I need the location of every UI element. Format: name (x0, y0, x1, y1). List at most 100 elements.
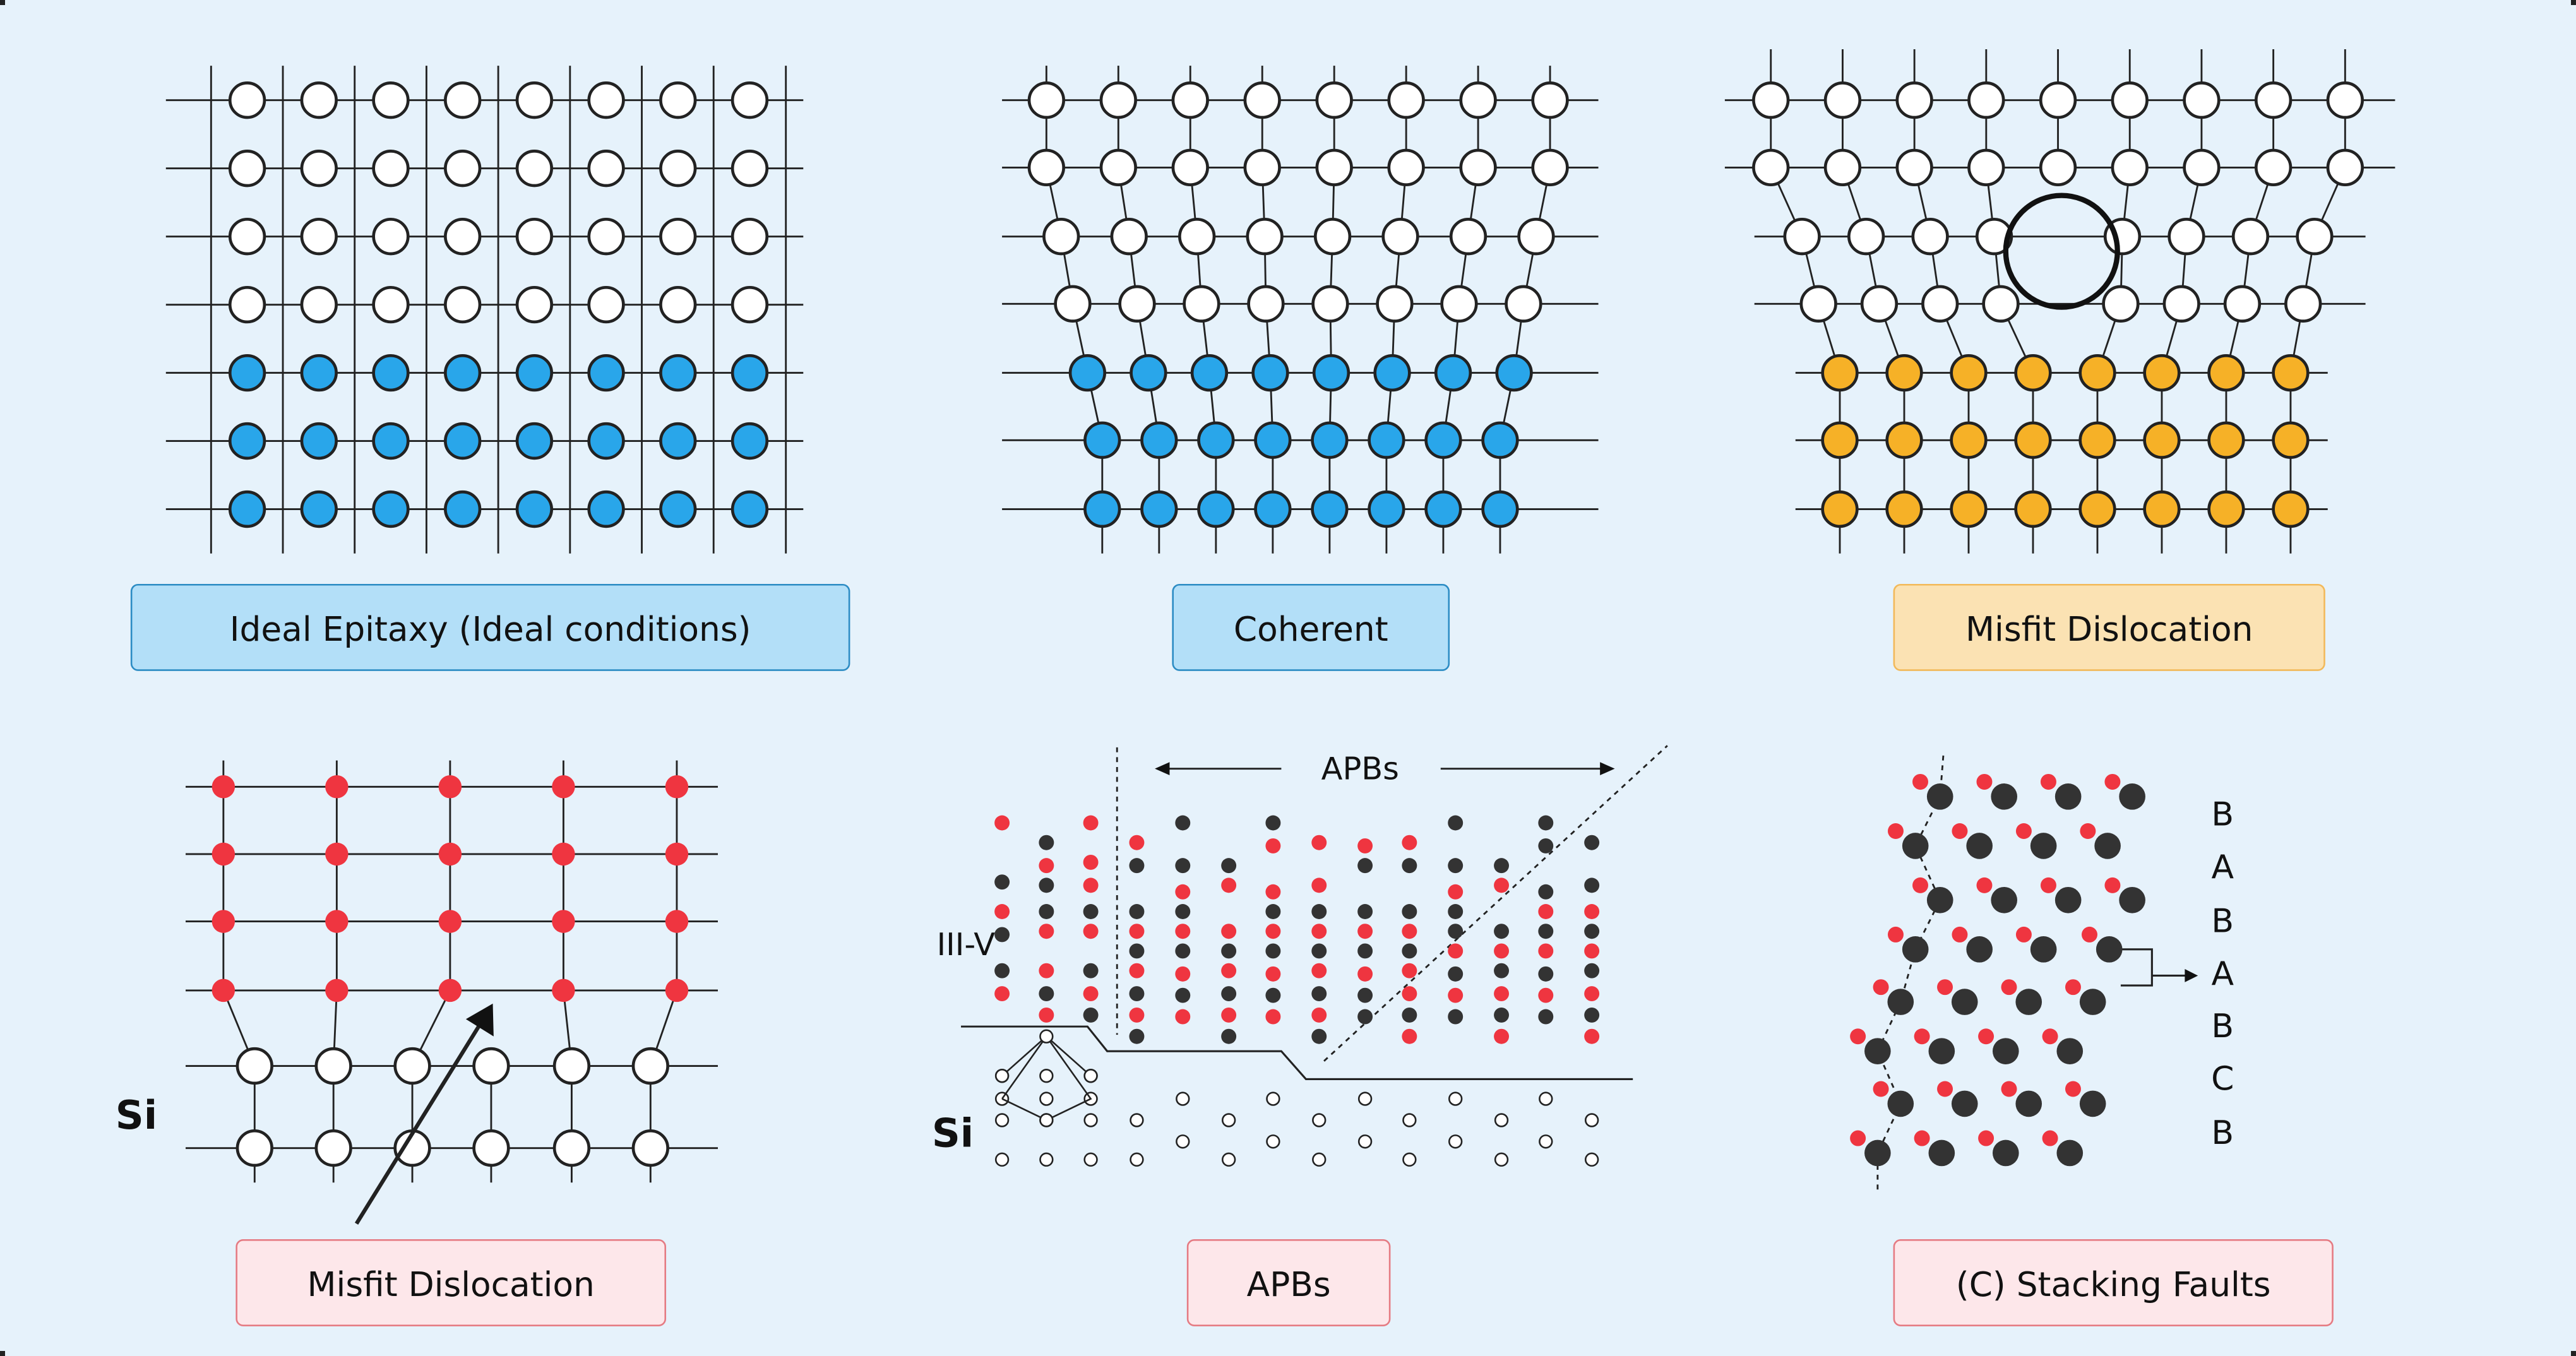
film-atom (1459, 81, 1497, 119)
group-v-atom (1584, 924, 1600, 939)
film-atom (1027, 148, 1066, 187)
si-atom (472, 1047, 510, 1085)
si-small-atom (1221, 1152, 1236, 1167)
film-atom (372, 285, 410, 324)
film-atom (444, 150, 482, 187)
si-small-atom (1266, 1134, 1280, 1149)
substrate-atom (730, 422, 769, 460)
group-iii-atom (1538, 943, 1554, 959)
group-iii-atom (1129, 924, 1145, 939)
film-atom (325, 775, 349, 799)
substrate-atom (515, 354, 554, 392)
film-atom (730, 285, 769, 324)
film-atom (300, 285, 338, 324)
si-atom (552, 1047, 591, 1085)
substrate-atom (1950, 490, 1988, 528)
small-atom (2065, 979, 2081, 996)
panel-ideal-epitaxy: Ideal Epitaxy (Ideal conditions) (130, 66, 850, 671)
substrate-atom (300, 354, 338, 392)
small-atom (1850, 1130, 1866, 1146)
group-v-atom (1494, 924, 1510, 939)
film-atom (1895, 81, 1933, 119)
film-atom (515, 217, 554, 256)
group-iii-atom (1584, 1028, 1600, 1044)
film-atom (228, 81, 266, 119)
film-atom (1860, 285, 1899, 323)
film-atom (552, 775, 575, 799)
substrate-atom (1130, 354, 1167, 392)
film-atom (2183, 148, 2221, 187)
si-small-atom (1402, 1152, 1417, 1167)
film-atom (1387, 81, 1425, 119)
substrate-atom (1312, 354, 1351, 392)
film-atom (444, 81, 482, 119)
large-atom (1902, 833, 1929, 859)
si-small-atom (1312, 1113, 1327, 1127)
film-atom (587, 217, 625, 256)
panel-label-box (1893, 583, 2325, 671)
film-atom (1171, 148, 1209, 187)
si-atom (393, 1047, 431, 1085)
group-iii-atom (1584, 904, 1600, 919)
film-atom (1247, 285, 1285, 323)
film-atom (1243, 148, 1281, 187)
film-atom (1823, 148, 1862, 187)
group-iii-atom (1494, 877, 1510, 893)
group-v-atom (1129, 858, 1145, 874)
large-atom (2015, 1090, 2042, 1117)
large-atom (1864, 1139, 1891, 1167)
small-atom (2104, 773, 2121, 790)
film-atom (665, 978, 689, 1002)
group-iii-atom (994, 815, 1010, 831)
substrate-atom (1373, 354, 1411, 392)
group-v-atom (1402, 943, 1417, 959)
small-atom (1914, 1028, 1930, 1045)
film-atom (1387, 148, 1425, 187)
film-atom (2231, 217, 2270, 256)
film-atom (730, 217, 769, 256)
substrate-atom (2078, 354, 2116, 392)
si-atom (236, 1129, 273, 1167)
group-iii-atom (1311, 924, 1327, 939)
small-atom (2001, 979, 2017, 996)
large-atom (1928, 1038, 1955, 1064)
large-atom (2094, 833, 2121, 859)
group-v-atom (1265, 904, 1281, 919)
si-atom (631, 1047, 669, 1085)
si-unit-cell (1001, 1035, 1092, 1121)
si-small-atom (1083, 1068, 1098, 1083)
group-v-atom (1311, 986, 1327, 1002)
small-atom (1887, 926, 1904, 943)
group-v-atom (1175, 987, 1191, 1003)
substrate-atom (587, 490, 625, 528)
group-iii-atom (1265, 924, 1281, 939)
panel-label: (C) Stacking Faults (1956, 1264, 2271, 1304)
substrate-atom (2207, 354, 2245, 392)
film-atom (587, 150, 625, 187)
group-iii-atom (1357, 966, 1373, 982)
apb-boundary-line (1323, 745, 1668, 1062)
film-atom (1895, 148, 1933, 187)
film-atom (2254, 148, 2293, 187)
substrate-atom (1368, 421, 1405, 459)
film-atom (1246, 217, 1284, 256)
group-iii-atom (1494, 1028, 1510, 1044)
film-atom (228, 217, 266, 256)
group-v-atom (1448, 924, 1464, 939)
si-small-atom (1402, 1113, 1417, 1127)
film-atom (2168, 217, 2205, 256)
film-atom (1967, 148, 2005, 187)
small-atom (1978, 1130, 1995, 1146)
si-small-atom (1494, 1113, 1509, 1127)
si-atom (236, 1047, 273, 1085)
film-atom (2326, 148, 2364, 187)
film-atom (1752, 148, 1790, 187)
panel-label: Misfit Dislocation (1965, 609, 2253, 649)
group-iii-atom (1129, 835, 1145, 850)
group-iii-atom (1175, 924, 1191, 939)
large-atom (1992, 1038, 2019, 1064)
large-atom (1966, 936, 1993, 963)
film-atom (1183, 285, 1220, 323)
si-small-atom (1221, 1113, 1236, 1127)
